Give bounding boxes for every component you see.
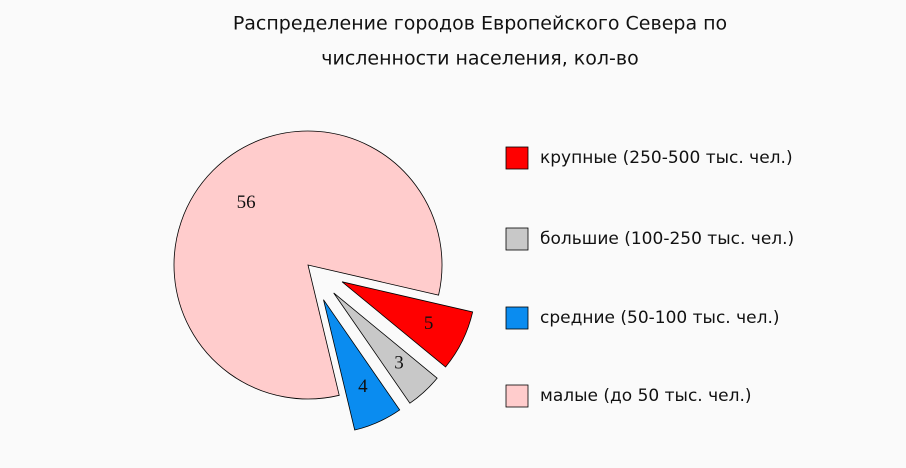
pie-slice xyxy=(333,292,438,404)
chart-title: Распределение городов Европейского Север… xyxy=(233,13,727,35)
legend-swatch xyxy=(505,146,529,170)
pie-slice xyxy=(173,130,443,400)
legend-swatch xyxy=(505,384,529,408)
data-label: 5 xyxy=(424,313,434,334)
legend-label: средние (50-100 тыс. чел.) xyxy=(540,308,780,328)
data-label: 3 xyxy=(394,352,404,373)
legend-swatch xyxy=(505,306,529,330)
pie-slice xyxy=(323,299,401,431)
data-label: 4 xyxy=(358,376,368,397)
data-label: 56 xyxy=(237,192,256,213)
chart-title: численности населения, кол-во xyxy=(321,48,638,70)
legend-label: большие (100-250 тыс. чел.) xyxy=(540,229,794,249)
legend-label: малые (до 50 тыс. чел.) xyxy=(540,386,752,406)
legend-swatch xyxy=(505,227,529,251)
pie-slice xyxy=(341,281,474,368)
legend-label: крупные (250-500 тыс. чел.) xyxy=(540,148,793,168)
